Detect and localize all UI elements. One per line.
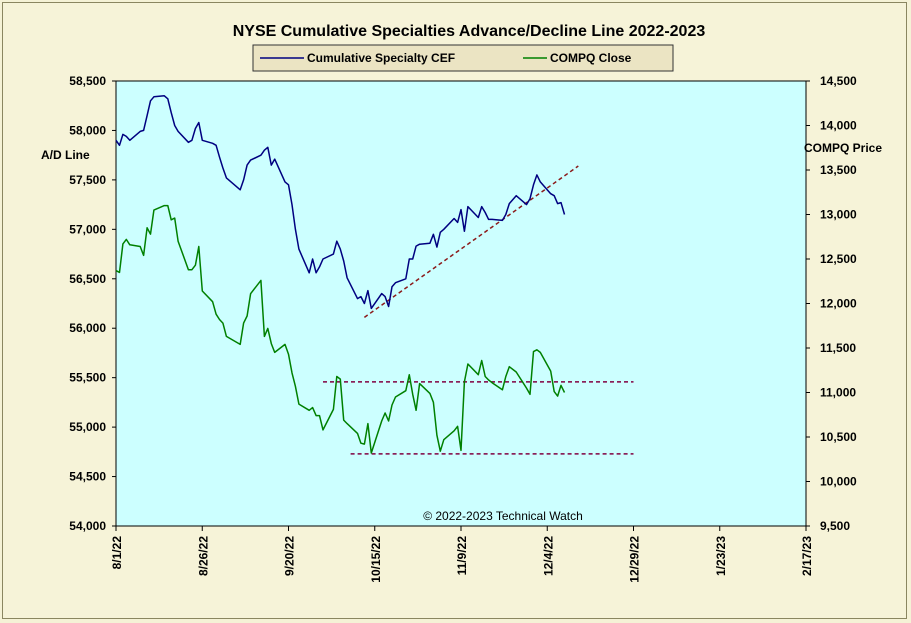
x-tick-label: 11/9/22	[455, 536, 469, 576]
left-tick-label: 57,000	[69, 222, 106, 236]
x-axis: 8/1/22 8/26/22 9/20/22 10/15/22 11/9/22 12/4/…	[110, 526, 814, 583]
legend-label-compq: COMPQ Close	[550, 51, 632, 65]
left-axis: 54,000 54,500 55,000 55,500 56,000 56,500 57,0…	[69, 74, 116, 533]
x-tick-label: 2/17/23	[800, 536, 814, 576]
x-tick-label: 9/20/22	[283, 536, 297, 576]
right-tick-label: 11,000	[820, 386, 856, 400]
x-tick-label: 8/1/22	[110, 536, 124, 570]
left-tick-label: 55,000	[69, 420, 106, 434]
series-line-compq	[115, 204, 566, 454]
series	[115, 95, 566, 454]
right-tick-label: 13,000	[820, 208, 857, 222]
right-tick-label: 12,500	[820, 252, 857, 266]
right-tick-label: 14,000	[820, 119, 857, 133]
x-tick-label: 12/29/22	[628, 536, 642, 583]
x-tick-label: 8/26/22	[196, 536, 210, 576]
legend: Cumulative Specialty CEF COMPQ Close	[252, 44, 674, 72]
x-tick-label: 12/4/22	[541, 536, 555, 576]
left-axis-label: A/D Line	[41, 148, 90, 162]
right-tick-label: 12,000	[820, 297, 857, 311]
right-axis: 9,500 10,000 10,500 11,000 11,500 12,000 12,50…	[806, 74, 857, 533]
chart-svg: NYSE Cumulative Specialties Advance/Decl…	[41, 23, 882, 583]
left-tick-label: 54,000	[69, 519, 106, 533]
left-tick-label: 54,500	[69, 470, 106, 484]
left-tick-label: 57,500	[69, 173, 106, 187]
right-tick-label: 11,500	[820, 341, 856, 355]
right-tick-label: 14,500	[820, 74, 857, 88]
left-tick-label: 58,000	[69, 123, 106, 137]
right-tick-label: 10,000	[820, 475, 857, 489]
chart-title: NYSE Cumulative Specialties Advance/Decl…	[233, 23, 706, 40]
plot-area	[115, 80, 807, 527]
trendline	[363, 165, 579, 318]
legend-box	[252, 44, 674, 72]
left-tick-label: 58,500	[69, 74, 106, 88]
copyright-text: © 2022-2023 Technical Watch	[423, 509, 583, 523]
legend-label-cef: Cumulative Specialty CEF	[307, 51, 455, 65]
left-tick-label: 56,000	[69, 321, 106, 335]
trendlines	[323, 165, 634, 455]
right-tick-label: 13,500	[820, 163, 857, 177]
right-tick-label: 9,500	[820, 519, 850, 533]
left-tick-label: 56,500	[69, 272, 106, 286]
x-tick-label: 10/15/22	[369, 536, 383, 583]
series-line-cef	[115, 95, 566, 310]
right-tick-label: 10,500	[820, 430, 857, 444]
right-axis-label: COMPQ Price	[804, 141, 882, 155]
x-tick-label: 1/23/23	[714, 536, 728, 576]
left-tick-label: 55,500	[69, 371, 106, 385]
